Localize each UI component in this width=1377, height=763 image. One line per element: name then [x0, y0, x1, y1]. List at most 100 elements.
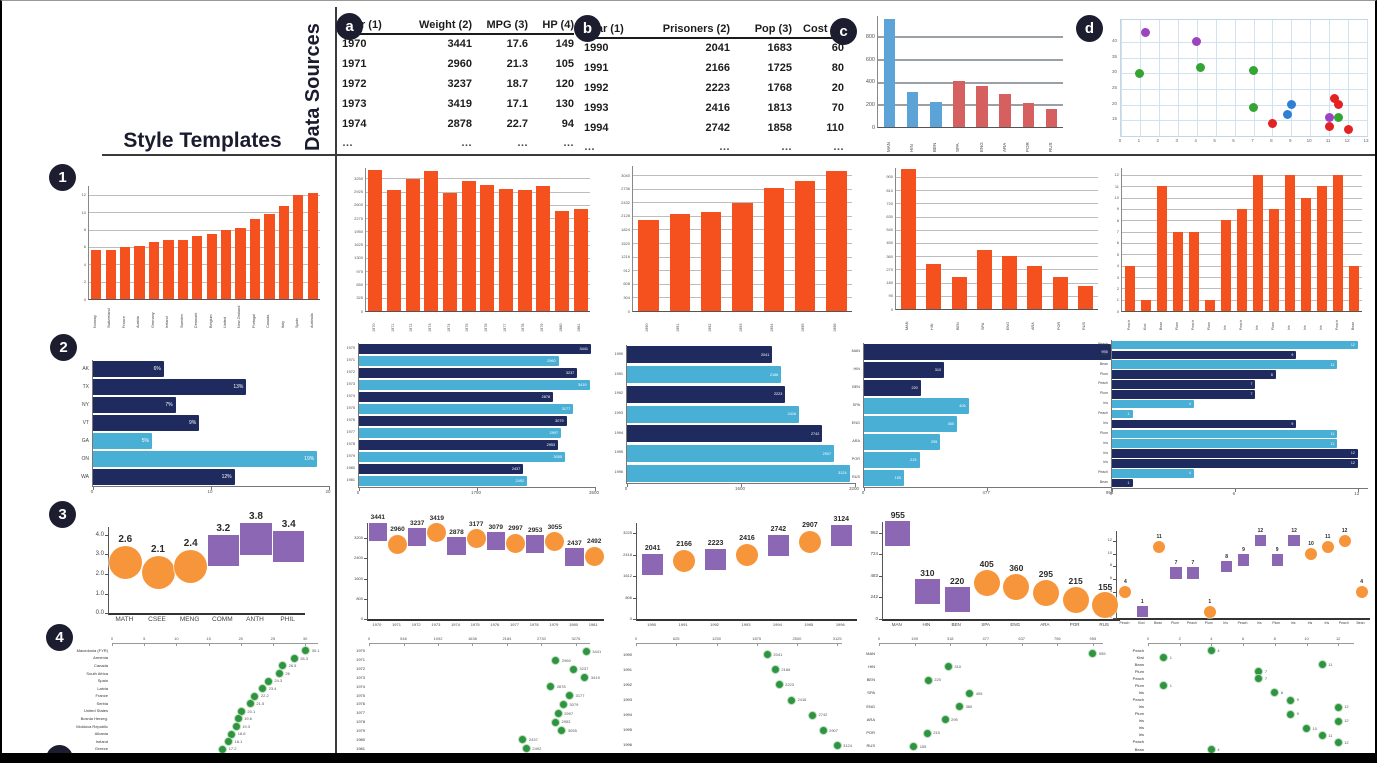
gridline — [878, 36, 1063, 39]
dot-marker — [922, 728, 932, 738]
bar — [794, 180, 816, 311]
y-cat-label: 1993 — [614, 411, 623, 415]
y-tick-label: 10 — [1107, 550, 1112, 555]
point-value-label: 1 — [1140, 598, 1144, 605]
x-tick-label: 0 — [367, 636, 371, 641]
tick-mark — [796, 643, 798, 646]
y-tick-label: 450 — [886, 240, 893, 246]
x-cat-label: Iris — [1307, 621, 1313, 625]
dot-marker — [224, 737, 233, 747]
square-marker — [207, 534, 240, 567]
y-tick-label: 12 — [1107, 537, 1112, 542]
y-cat-label: Kiwi — [1101, 351, 1108, 356]
table-row: 1973 3419 17.1 130 — [342, 95, 574, 115]
x-cat-label: 1974 — [451, 622, 460, 627]
bar — [91, 249, 102, 299]
tick-mark — [1092, 643, 1094, 646]
bar — [480, 185, 495, 311]
axis-line — [369, 643, 590, 644]
x-cat-label: Peach — [1127, 320, 1131, 330]
y-cat-label: ARA — [852, 439, 860, 443]
x-cat-label: HIN — [909, 144, 915, 152]
y-tick-label: 8 — [1109, 563, 1112, 568]
y-cat-label: Iris — [1103, 450, 1108, 455]
plot-area — [632, 166, 852, 312]
y-tick-label: 325 — [356, 295, 363, 301]
gridline — [366, 284, 590, 286]
dot-value-label: 19.6 — [244, 716, 252, 722]
bar: 2437 — [359, 463, 524, 475]
badge-data-source-d: d — [1076, 15, 1103, 42]
point-value-label: 10 — [1308, 540, 1314, 547]
x-tick-label: 1750 — [470, 490, 481, 495]
table-row: 1990 2041 1683 60 — [584, 39, 844, 59]
dot-value-label: 3419 — [590, 675, 600, 681]
style-templates-title: Style Templates — [123, 129, 282, 152]
tick-mark — [1113, 579, 1117, 581]
plot-area — [877, 16, 1063, 128]
dot-marker — [274, 669, 284, 678]
table-row: 1994 2742 1858 110 — [584, 119, 844, 139]
table-cell: … — [342, 136, 353, 149]
dot-value-label: 9 — [1296, 697, 1299, 703]
bar-value-label: 155 — [894, 476, 901, 481]
x-cat-label: 1978 — [521, 323, 526, 332]
tick-mark — [633, 554, 637, 556]
scatter-point — [1334, 100, 1344, 110]
tick-mark — [305, 643, 307, 646]
row-label: Plum — [1134, 682, 1144, 688]
tick-mark — [1274, 643, 1276, 646]
dot-marker — [808, 710, 817, 720]
bar — [999, 93, 1011, 127]
bar-value-label: 220 — [911, 386, 918, 391]
bar-value-label: 3237 — [565, 370, 575, 375]
dot-marker — [1088, 649, 1098, 659]
bar: 8 — [1112, 370, 1276, 379]
dot-marker — [1270, 688, 1280, 698]
row-label: Kiwi — [1136, 654, 1144, 660]
gridline — [1122, 197, 1362, 199]
y-tick-label: 975 — [356, 268, 363, 274]
gridline — [896, 256, 1098, 258]
gridline — [896, 229, 1098, 231]
tick-mark — [1357, 488, 1359, 492]
bar: 3124 — [627, 464, 850, 482]
gridline-h — [1121, 120, 1367, 122]
gridline-h — [1121, 104, 1367, 106]
circle-marker — [1092, 592, 1119, 619]
dot-value-label: 955 — [1098, 650, 1106, 656]
y-tick-label: 540 — [886, 227, 893, 233]
bar — [1252, 174, 1264, 311]
gridline — [896, 203, 1098, 205]
y-tick-label: 962 — [870, 529, 878, 535]
x-cat-label: Iris — [1287, 325, 1291, 330]
x-cat-label: POR — [1069, 622, 1080, 627]
y-tick-label: 200 — [865, 101, 875, 108]
gridline-v — [1329, 20, 1331, 136]
square-marker — [705, 549, 727, 571]
bar — [461, 181, 476, 311]
dot-value-label: 18.1 — [234, 738, 243, 744]
dot-value-label: 3441 — [592, 648, 602, 654]
bar — [387, 190, 401, 311]
x-cat-label: 1994 — [772, 622, 782, 627]
tick-mark — [1057, 643, 1059, 646]
gridline — [366, 191, 590, 193]
x-cat-label: Australia — [309, 313, 314, 328]
point-value-label: 7 — [1174, 560, 1178, 567]
gridline — [366, 297, 590, 299]
bar: 7 — [1112, 380, 1256, 389]
dot-marker — [1286, 709, 1296, 719]
tick-mark — [879, 619, 883, 620]
bar: 3079 — [359, 415, 567, 427]
x-tick-label: 2 — [1156, 138, 1160, 143]
dot-value-label: 24.3 — [274, 678, 283, 684]
row-label: Iris — [1138, 704, 1144, 710]
point-value-label: 1 — [1208, 598, 1212, 605]
dot-marker — [787, 695, 796, 705]
x-cat-label: MAN — [905, 321, 909, 330]
point-value-label: 9 — [1242, 547, 1245, 554]
tick-mark — [879, 643, 880, 646]
data-source-d-scatter-chart: 0 1 2 3 4 5 6 7 8 9 10 11 12 13 15 20 25 30 35 40 — [1102, 13, 1374, 147]
x-tick-label: 20 — [325, 489, 331, 494]
